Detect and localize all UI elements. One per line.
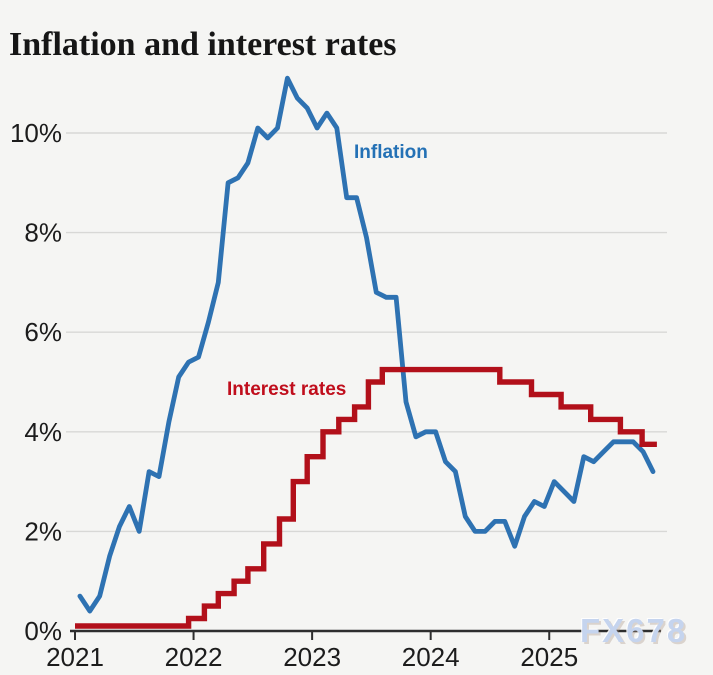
y-tick-label: 2% xyxy=(24,516,62,546)
x-tick-label: 2022 xyxy=(165,642,223,672)
x-tick-label: 2025 xyxy=(520,642,578,672)
y-tick-label: 0% xyxy=(24,616,62,646)
inflation-series-label: Inflation xyxy=(354,142,428,163)
y-tick-label: 8% xyxy=(24,218,62,248)
x-tick-label: 2023 xyxy=(283,642,341,672)
y-tick-label: 6% xyxy=(24,317,62,347)
inflation-line xyxy=(77,75,656,614)
y-tick-label: 10% xyxy=(10,118,62,148)
y-tick-label: 4% xyxy=(24,417,62,447)
x-tick-label: 2021 xyxy=(46,642,104,672)
interest-rates-series-label: Interest rates xyxy=(227,379,347,400)
watermark: FX678 xyxy=(580,612,688,649)
x-tick-label: 2024 xyxy=(402,642,460,672)
page-title: Inflation and interest rates xyxy=(9,25,397,63)
interest-rates-line xyxy=(75,366,657,629)
